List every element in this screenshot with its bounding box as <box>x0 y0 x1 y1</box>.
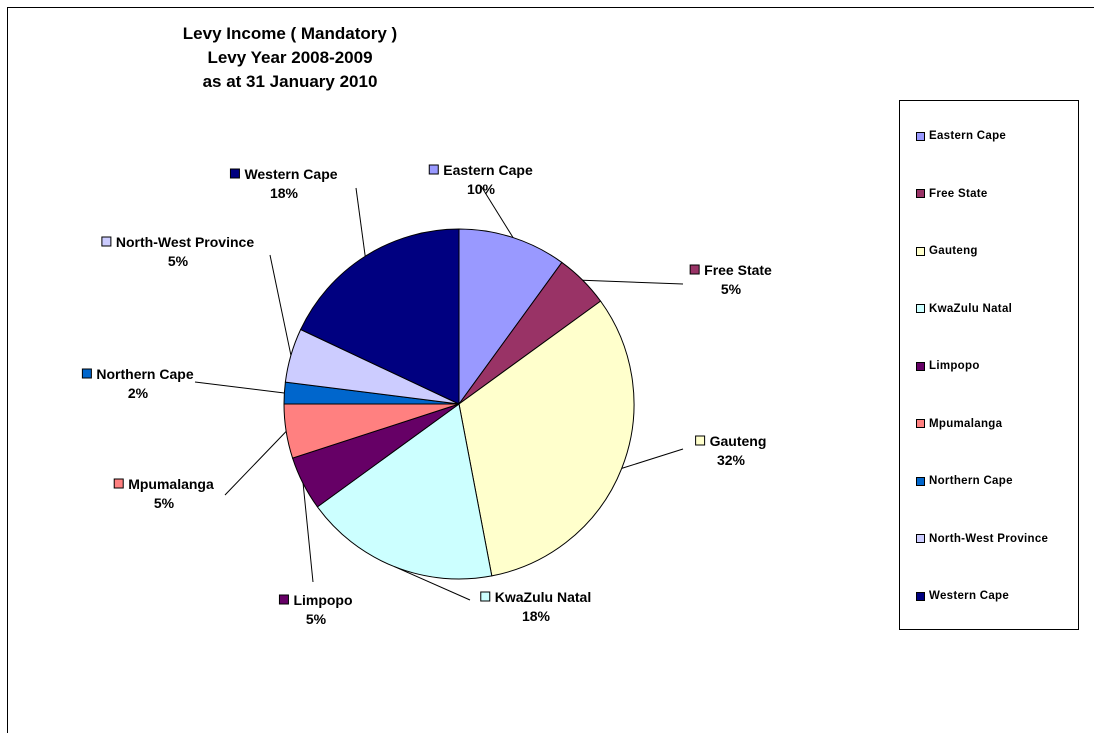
legend-label: Eastern Cape <box>929 130 1007 142</box>
data-label-swatch <box>480 591 491 602</box>
data-label-percent: 18% <box>270 185 299 201</box>
data-label-name: Gauteng <box>710 433 767 449</box>
data-label-north-west-province: North-West Province 5% <box>101 234 254 269</box>
data-label-percent: 18% <box>522 608 551 624</box>
data-label-percent: 5% <box>168 253 189 269</box>
chart-title-line-2: Levy Year 2008-2009 <box>207 48 373 67</box>
leader-line-gauteng <box>621 448 684 469</box>
legend-item-gauteng: Gauteng <box>916 243 978 259</box>
legend-label: Limpopo <box>929 360 980 372</box>
legend-item-kwazulu-natal: KwaZulu Natal <box>916 301 1012 317</box>
legend-item-north-west-province: North-West Province <box>916 531 1048 547</box>
pie-slice-kwazulu-natal <box>316 403 493 580</box>
legend-swatch <box>916 304 925 313</box>
legend-swatch <box>916 476 925 486</box>
leader-line-mpumalanga <box>224 431 287 496</box>
legend-swatch <box>916 419 925 428</box>
data-label-swatch <box>81 368 92 379</box>
legend-swatch <box>916 131 925 141</box>
legend-item-mpumalanga: Mpumalanga <box>916 416 1002 432</box>
data-label-percent: 5% <box>721 281 742 297</box>
data-label-name: Western Cape <box>244 166 337 182</box>
data-label-swatch <box>113 478 124 489</box>
leader-line-northern-cape <box>194 381 285 394</box>
legend-label: Gauteng <box>929 245 978 257</box>
legend-item-free-state: Free State <box>916 186 988 202</box>
data-label-percent: 2% <box>128 385 149 401</box>
data-label-swatch <box>689 264 700 275</box>
data-label-swatch <box>428 164 439 175</box>
data-label-swatch <box>695 435 706 446</box>
legend-swatch <box>916 246 925 256</box>
data-label-percent: 10% <box>467 181 496 197</box>
chart-title-line-3: as at 31 January 2010 <box>202 72 378 91</box>
legend-swatch <box>916 189 925 198</box>
legend-label: Free State <box>929 187 988 200</box>
data-label-swatch <box>101 236 112 247</box>
legend-label: Mpumalanga <box>929 417 1003 430</box>
legend-item-northern-cape: Northern Cape <box>916 473 1013 489</box>
legend-item-eastern-cape: Eastern Cape <box>916 128 1006 144</box>
data-label-gauteng: Gauteng 32% <box>695 433 767 468</box>
data-label-percent: 32% <box>717 452 746 468</box>
legend: Eastern Cape Free State Gauteng KwaZulu Nat… <box>899 100 1079 630</box>
leader-line-free-state <box>582 279 684 285</box>
leader-line-limpopo <box>302 483 314 583</box>
data-label-name: Limpopo <box>293 592 352 608</box>
pie-slice-western-cape <box>299 228 460 405</box>
chart-frame <box>7 7 1094 733</box>
data-label-percent: 5% <box>306 611 327 627</box>
leader-line-kwazulu-natal <box>394 566 471 601</box>
data-label-name: North-West Province <box>116 234 254 250</box>
data-label-name: Eastern Cape <box>443 162 533 178</box>
data-label-percent: 5% <box>154 495 175 511</box>
data-label-mpumalanga: Mpumalanga 5% <box>113 476 214 511</box>
legend-swatch <box>916 361 925 371</box>
data-label-swatch <box>278 594 289 605</box>
legend-item-limpopo: Limpopo <box>916 358 980 374</box>
data-label-free-state: Free State 5% <box>689 262 772 297</box>
data-label-kwazulu-natal: KwaZulu Natal 18% <box>480 589 591 624</box>
data-label-name: Northern Cape <box>96 366 193 382</box>
legend-label: North-West Province <box>929 532 1049 545</box>
data-label-name: Mpumalanga <box>128 476 214 492</box>
data-label-name: Free State <box>704 262 772 278</box>
legend-item-western-cape: Western Cape <box>916 588 1009 604</box>
data-label-western-cape: Western Cape 18% <box>229 166 338 201</box>
legend-label: Western Cape <box>929 590 1010 602</box>
legend-swatch <box>916 591 925 601</box>
data-label-northern-cape: Northern Cape 2% <box>81 366 194 401</box>
leader-line-eastern-cape <box>480 185 514 238</box>
chart-title: Levy Income ( Mandatory ) Levy Year 2008… <box>140 22 440 94</box>
leader-line-north-west-province <box>269 254 292 356</box>
data-label-name: KwaZulu Natal <box>495 589 591 605</box>
data-label-swatch <box>229 168 240 179</box>
legend-label: KwaZulu Natal <box>929 302 1013 315</box>
leader-line-western-cape <box>355 187 366 257</box>
legend-label: Northern Cape <box>929 475 1013 487</box>
data-label-limpopo: Limpopo 5% <box>278 592 353 627</box>
chart-title-line-1: Levy Income ( Mandatory ) <box>182 24 398 43</box>
legend-swatch <box>916 534 925 543</box>
data-label-eastern-cape: Eastern Cape 10% <box>428 162 533 197</box>
